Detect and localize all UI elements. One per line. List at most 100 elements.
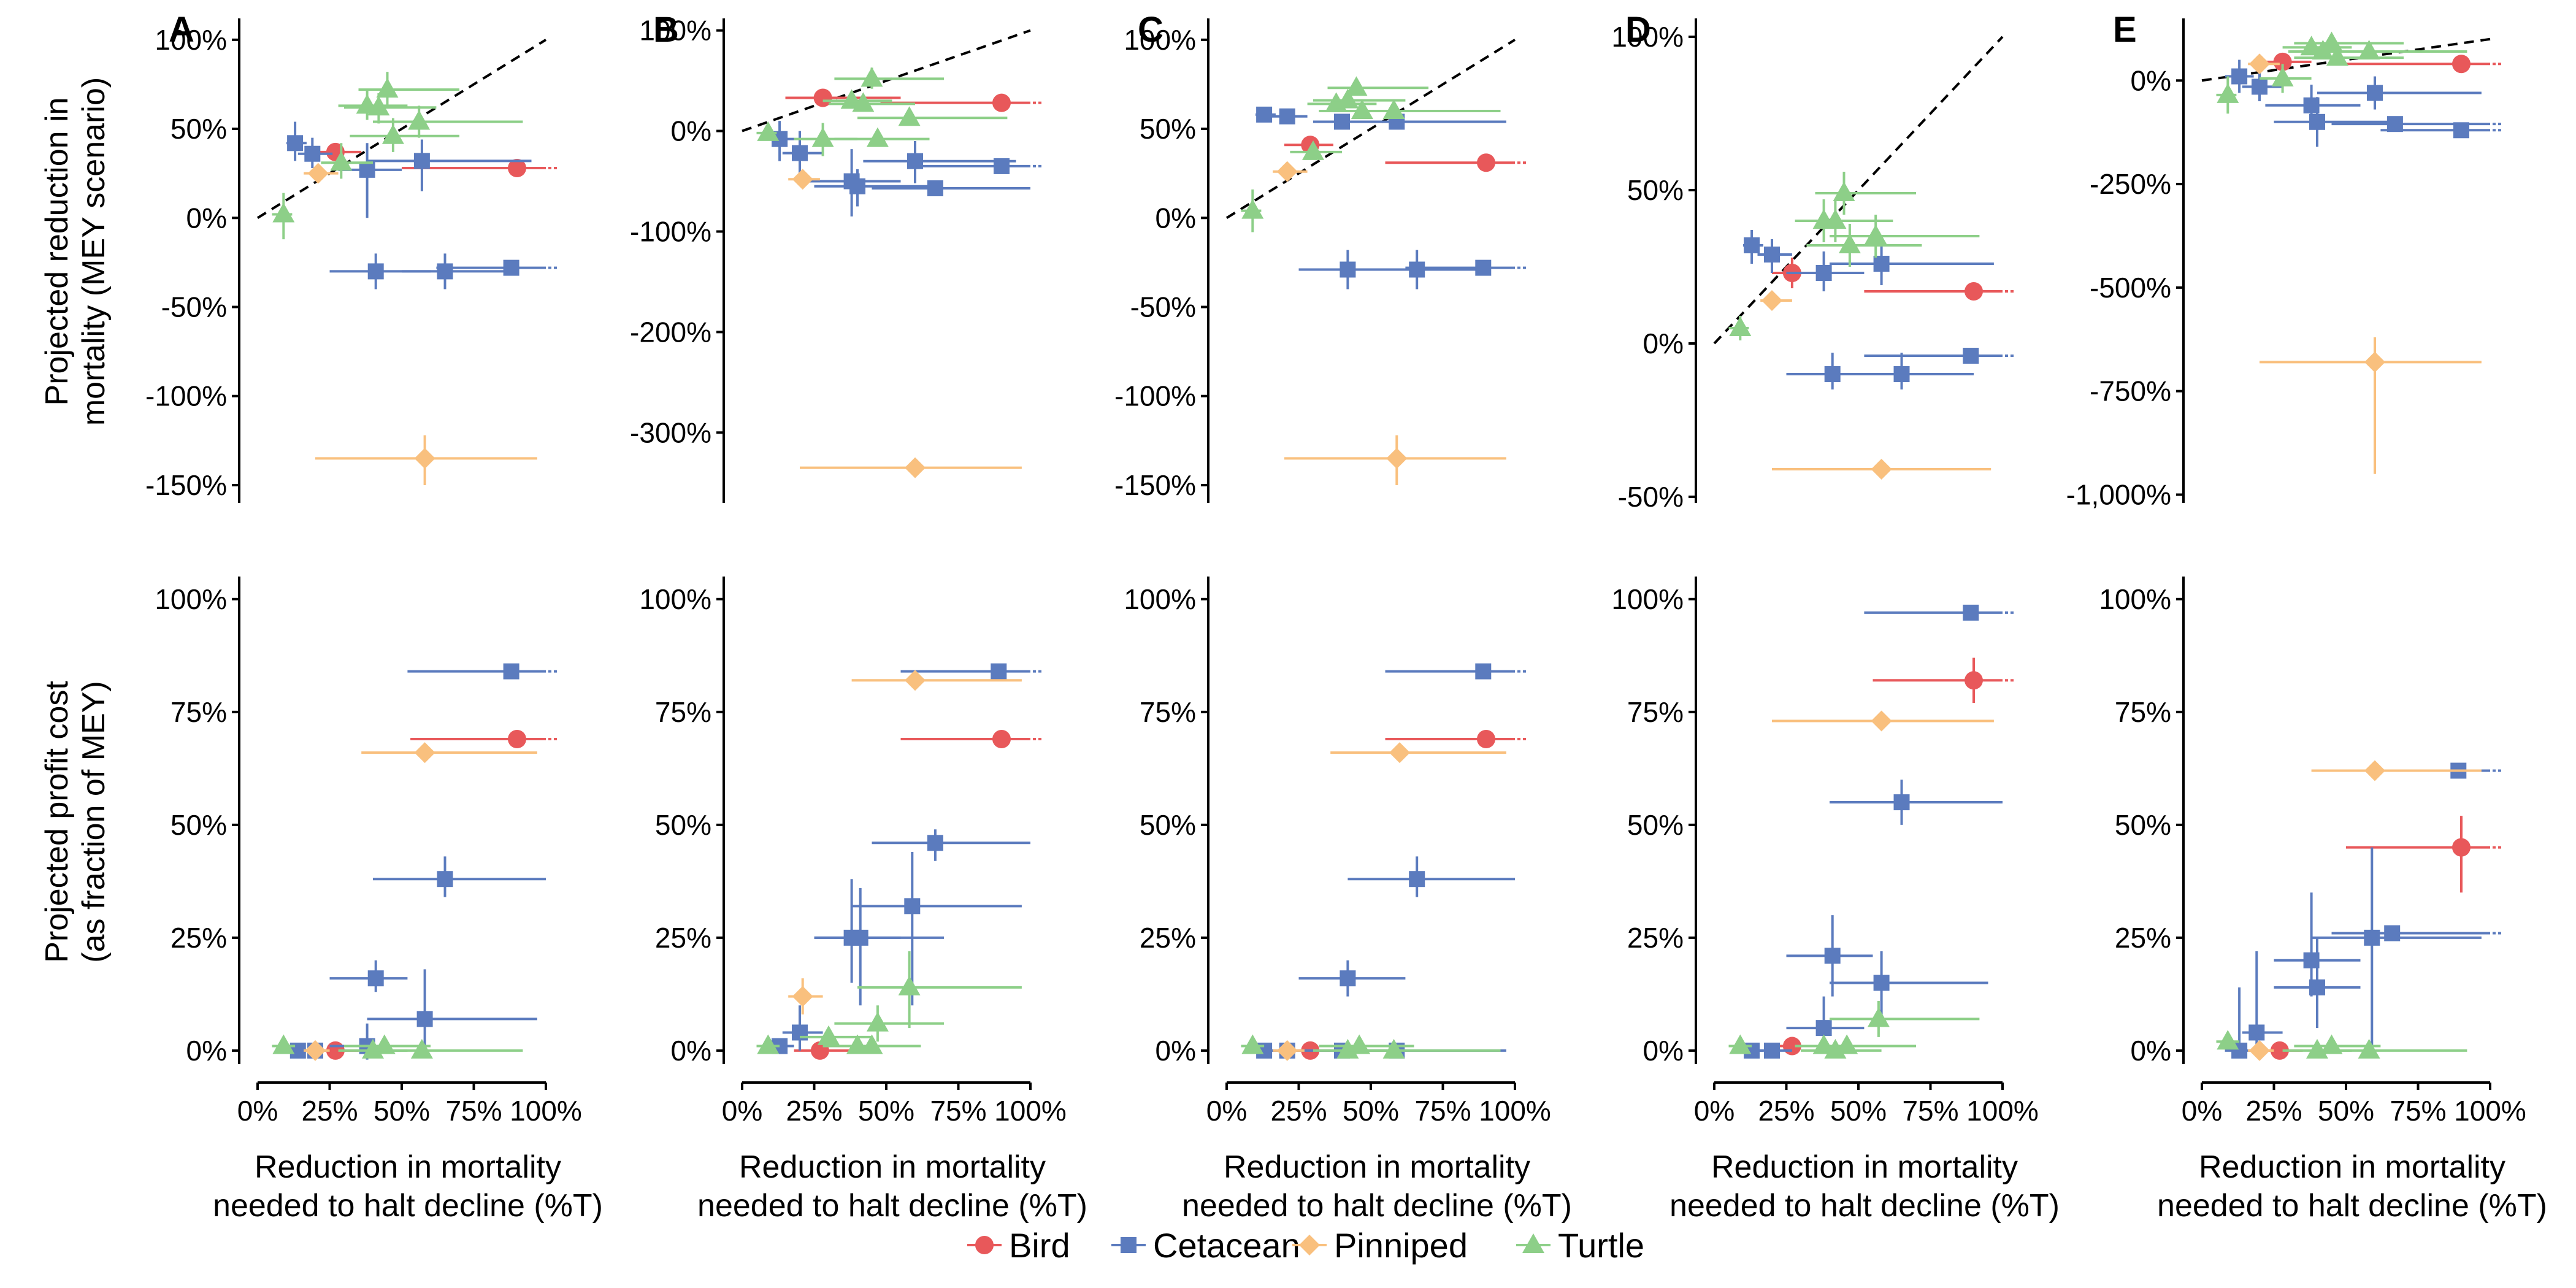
panel-c-bottom-x-axis-title-line1: Reduction in mortality [1224,1149,1530,1185]
panel-d-bottom-cetacean-point [1824,948,1841,964]
panel-d-top-bird-point-group [1864,282,2016,301]
panel-e-bottom-x-tick-label: 100% [2454,1095,2526,1127]
panel-d-bottom-cetacean-point [1764,1042,1780,1059]
panel-e-bottom-cetacean-point-group [2242,951,2283,1051]
panel-c-bottom-x-tick-label: 50% [1343,1095,1399,1127]
panel-c-bottom-cetacean-point [1340,970,1356,987]
panel-a-top-turtle-point-group [272,193,295,240]
panel-c-bottom-turtle-point-group [1319,1034,1414,1054]
panel-e-bottom-turtle-point [2217,1030,2239,1050]
panel-c-bottom-y-tick-label: 50% [1140,809,1196,841]
panel-e-top-turtle-point [2217,83,2239,103]
panel-c-top-cetacean-point-group [1270,108,1308,125]
panel-b-bottom-x-axis-title-line1: Reduction in mortality [739,1149,1046,1185]
panel-c-top-turtle-point-group [1342,99,1501,120]
panel-b-bottom-x-tick-label: 50% [858,1095,914,1127]
top-y-axis-title-line2: mortality (MEY scenario) [76,77,112,426]
panel-c-bottom-bird-point [1477,730,1495,748]
panel-b-bottom-turtle-point [757,1034,780,1054]
panel-e-top-cetacean-point-group [2225,59,2254,93]
panel-d-bottom-x-tick-label: 75% [1902,1095,1958,1127]
panel-d-top-turtle-point-group [1806,224,1922,267]
panel-d-top-cetacean-point [1764,247,1780,263]
panel-a-top-bird-point [508,158,526,177]
panel-b-top-letter: B [653,10,679,50]
panel-a-top-turtle-point-group [358,72,459,108]
panel-d-bottom-cetacean-point [1963,604,1979,621]
panel-a-top-cetacean-point-group [367,139,532,191]
panel-d-bottom-cetacean-point [1873,975,1890,991]
panel-b-bottom-pinniped-point [905,670,926,691]
bottom-y-axis-title-line1: Projected profit cost [39,681,75,963]
panel-a-bottom-cetacean-point-group [367,969,537,1051]
panel-b-bottom-pinniped-point [792,986,813,1007]
panel-a-top-pinniped-point-group [315,435,537,485]
panel-d-top-y-tick-label: -50% [1618,481,1684,513]
panel-a-top-cetacean-point [437,263,453,280]
panel-b-bottom-turtle-point [861,1034,883,1054]
panel-b-bottom-turtle-point-group [756,1034,780,1054]
panel-a-bottom-x-tick-label: 0% [237,1095,278,1127]
panel-d-bottom-x-tick-label: 50% [1830,1095,1887,1127]
panel-a-top-pinniped-point [307,163,329,184]
panel-a-bottom-pinniped-point [414,742,435,764]
panel-e-bottom-y-tick-label: 25% [2115,922,2171,954]
panel-d-bottom-bird-point-group [1873,657,2016,703]
panel-d-top-cetacean-point-group [1830,245,1994,285]
panel-b-bottom-turtle-point [818,1025,840,1045]
panel-d-top-cetacean-point [1893,366,1910,382]
panel-c-bottom-cetacean-point [1475,663,1492,680]
panel-a-top-cetacean-point [304,145,321,162]
panel-a-bottom-pinniped-point [305,1040,326,1061]
panel-a-top-turtle-point [381,124,404,144]
panel-b-bottom-x-axis-title-line2: needed to halt decline (%T) [697,1188,1087,1224]
panel-e-bottom-turtle-point [2358,1038,2380,1059]
panel-c-bottom-cetacean-point [1409,871,1425,887]
panel-a-top-cetacean-point [359,161,375,178]
panel-d-bottom-y-tick-label: 25% [1627,922,1684,954]
legend-pinniped-label: Pinniped [1334,1226,1468,1265]
panel-d-bottom-y-tick-label: 50% [1627,809,1684,841]
panel-b-bottom-turtle-point-group [834,1005,944,1042]
panel-c-bottom-pinniped-point [1276,1040,1298,1061]
panel-d-top-turtle-point [1824,209,1847,229]
panel-b-top-cetacean-point [994,158,1010,174]
panel-e-bottom-x-axis-title-line2: needed to halt decline (%T) [2157,1188,2547,1224]
panel-e-top-cetacean-point [2367,85,2383,101]
panel-d-top-cetacean-point-group [1858,353,1974,389]
panel-d-bottom-x-axis-title-line1: Reduction in mortality [1711,1149,2018,1185]
panel-e-bottom-turtle-point-group [2282,1038,2352,1059]
panel-a-bottom-y-tick-label: 0% [186,1035,227,1067]
panel-d-top-cetacean-point-group [1864,348,2016,364]
panel-e-bottom-pinniped-point-group [2248,1040,2274,1061]
panel-d-top-letter: D [1625,10,1651,50]
panel-e-top-bird-point-group [2260,52,2312,71]
panel-b-top-turtle-point [861,67,883,87]
panel-a-top-turtle-point-group [373,105,523,138]
panel-b-top-turtle-point [852,92,875,112]
panel-c-bottom: 0%25%50%75%100%0% 25% 50% 75% 100%Reduction … [1124,577,1572,1224]
panel-d-bottom-turtle-point [1836,1034,1858,1054]
panel-d-bottom-x-tick-label: 25% [1758,1095,1814,1127]
panel-c-top-y-tick-label: -100% [1114,380,1196,412]
panel-e-top: -1,000% -750% -500% -250% 0% E [2066,10,2504,510]
panel-d-bottom-turtle-point-group [1830,1000,1980,1037]
panel-e-top-turtle-point [2358,40,2380,60]
panel-e-bottom-pinniped-point [2364,760,2385,781]
panel-b-top-turtle-point-group [834,127,930,147]
panel-e-top-cetacean-point [2453,122,2469,139]
panel-b-top-pinniped-point-group [800,457,1022,478]
panel-a-bottom-y-tick-label: 25% [171,922,227,954]
panel-a-top-cetacean-point [503,259,519,276]
panel-b-top-cetacean-point [927,180,943,196]
panel-d-bottom-turtle-point-group [1806,1034,1916,1054]
panel-b-bottom-y-tick-label: 100% [639,583,711,615]
panel-b-bottom-y-tick-label: 25% [655,922,711,954]
panel-a-top-y-tick-label: 0% [186,202,227,234]
panel-d-top-cetacean-point [1873,256,1890,272]
panel-e-bottom-bird-point-group [2346,816,2504,893]
panel-b-top-turtle-point-group [756,121,780,141]
panel-d-top-cetacean-point [1815,265,1832,281]
panel-d-top-y-tick-label: 0% [1643,328,1684,359]
panel-e-bottom-cetacean-point [2248,1024,2265,1041]
